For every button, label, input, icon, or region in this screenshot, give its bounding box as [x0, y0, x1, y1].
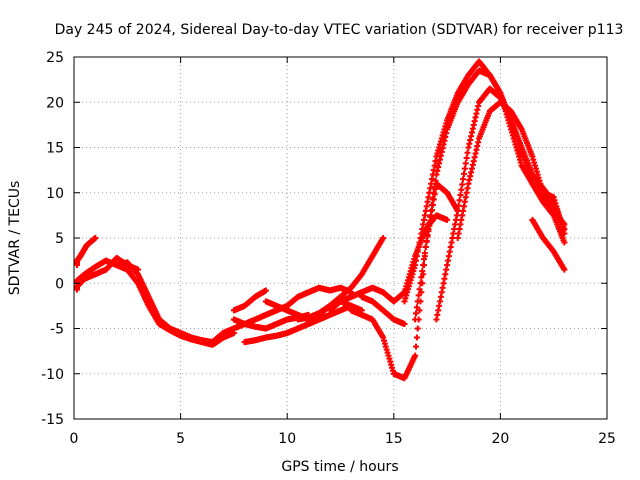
data-point-marker [461, 165, 468, 172]
y-tick-label: 20 [46, 95, 64, 111]
data-point-marker [134, 266, 141, 273]
chart-title: Day 245 of 2024, Sidereal Day-to-day VTE… [55, 22, 624, 38]
series-track-f [230, 287, 269, 314]
data-point-marker [417, 280, 424, 287]
data-point-marker [414, 325, 421, 332]
data-point-marker [92, 235, 99, 241]
series-track-m [358, 293, 408, 327]
y-axis-label: SDTVAR / TECUs [7, 181, 23, 296]
y-tick-label: 15 [46, 141, 64, 157]
data-layer [74, 58, 568, 382]
data-point-marker [412, 316, 419, 323]
data-point-marker [421, 256, 428, 263]
series-track-r [529, 216, 568, 273]
data-point-marker [380, 235, 387, 241]
data-point-marker [420, 262, 427, 269]
data-point-marker [262, 287, 269, 294]
data-point-marker [413, 334, 420, 341]
y-tick-label: -10 [41, 367, 64, 383]
data-point-marker [416, 286, 423, 293]
series-track-b [74, 235, 99, 269]
data-point-marker [431, 183, 438, 190]
data-point-marker [413, 343, 420, 350]
data-point-marker [421, 250, 428, 257]
data-point-marker [428, 201, 435, 208]
data-point-marker [425, 225, 432, 232]
y-tick-label: 10 [46, 186, 64, 202]
series-track-d [113, 262, 237, 348]
data-point-marker [414, 298, 421, 305]
x-tick-label: 10 [278, 431, 296, 447]
series-track-l [348, 180, 461, 382]
data-point-marker [413, 310, 420, 317]
y-tick-label: -15 [41, 412, 64, 428]
series-track-q [454, 99, 568, 241]
data-point-marker [457, 192, 464, 199]
data-point-marker [430, 189, 437, 196]
data-point-marker [454, 207, 461, 214]
data-point-marker [455, 202, 462, 209]
data-point-marker [416, 307, 423, 314]
data-point-marker [561, 221, 568, 228]
y-tick-label: -5 [50, 322, 64, 338]
data-point-marker [418, 274, 425, 281]
y-tick-label: 25 [46, 50, 64, 66]
tick-layer: 0 5 10 15 20 25 -15 -10 -5 0 5 10 15 20 25 [41, 50, 616, 447]
x-tick-label: 5 [176, 431, 185, 447]
x-tick-label: 0 [70, 431, 79, 447]
data-point-marker [458, 186, 465, 193]
data-point-marker [418, 289, 425, 296]
data-point-marker [456, 197, 463, 204]
y-tick-label: 5 [55, 231, 64, 247]
data-point-marker [463, 155, 470, 162]
data-point-marker [460, 176, 467, 183]
data-point-marker [419, 268, 426, 275]
series-track-h [241, 302, 355, 346]
y-tick-label: 0 [55, 276, 64, 292]
data-point-marker [428, 207, 435, 214]
data-point-marker [464, 149, 471, 156]
data-point-marker [460, 170, 467, 177]
x-tick-label: 20 [491, 431, 509, 447]
data-point-marker [427, 213, 434, 220]
data-point-marker [426, 219, 433, 226]
data-point-marker [444, 216, 451, 223]
x-axis-label: GPS time / hours [281, 459, 398, 475]
data-point-marker [459, 181, 466, 188]
data-point-marker [422, 244, 429, 251]
data-point-marker [423, 238, 430, 245]
data-point-marker [401, 320, 408, 327]
data-point-marker [424, 231, 431, 238]
data-point-marker [413, 304, 420, 311]
data-point-marker [412, 352, 419, 359]
x-tick-label: 15 [385, 431, 403, 447]
data-point-marker [462, 160, 469, 167]
data-point-marker [432, 177, 439, 184]
series-track-g [230, 284, 355, 327]
data-point-marker [561, 239, 568, 246]
data-point-marker [415, 292, 422, 299]
data-point-marker [561, 266, 568, 273]
x-tick-label: 25 [598, 431, 616, 447]
data-point-marker [429, 195, 436, 202]
